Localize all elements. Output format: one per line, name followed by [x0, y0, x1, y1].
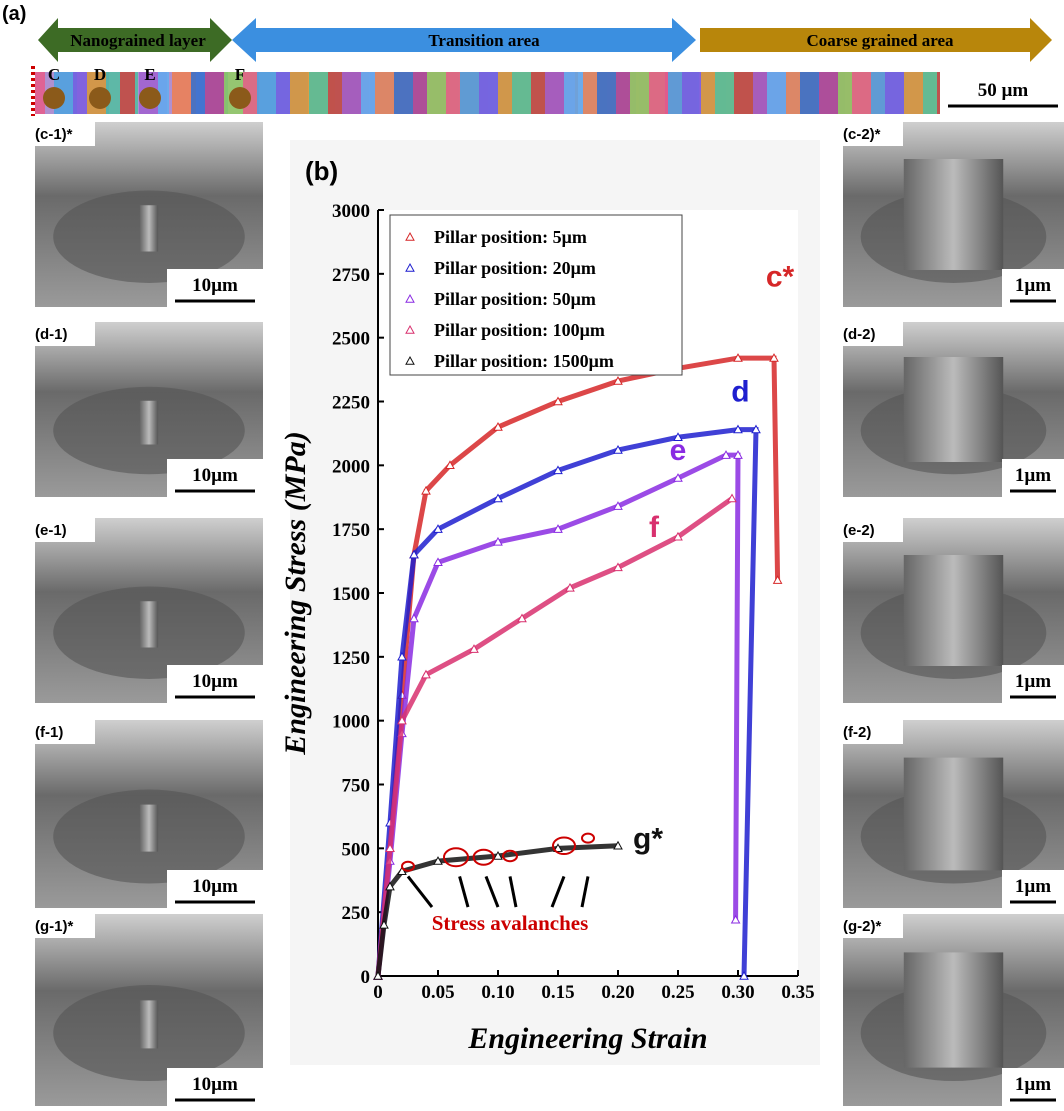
y-tick-label: 0: [361, 967, 371, 988]
pillar: [904, 357, 1003, 462]
x-axis-title: Engineering Strain: [467, 1022, 707, 1055]
image-label: (c-1)*: [35, 126, 73, 143]
curve-label: e: [670, 434, 687, 467]
sem-image: (c-1)* 10µm: [33, 122, 263, 307]
legend-label: Pillar position: 50μm: [434, 289, 596, 309]
point-label: F: [235, 65, 245, 84]
y-axis-title: Engineering Stress (MPa): [279, 431, 312, 755]
pillar: [904, 159, 1003, 270]
x-tick-label: 0.25: [661, 982, 694, 1003]
region-label: Transition area: [428, 31, 540, 50]
curve-label: g*: [633, 822, 663, 855]
point: [229, 87, 251, 109]
panel-label: (a): [2, 3, 26, 25]
pillar: [140, 205, 158, 251]
sem-image: (d-2) 1µm: [841, 322, 1064, 497]
sem-image: (e-2) 1µm: [841, 518, 1064, 703]
point: [139, 87, 161, 109]
curve-label: f: [649, 511, 660, 544]
scale-label: 1µm: [1015, 876, 1051, 897]
y-tick-label: 2250: [332, 393, 370, 414]
image-label: (f-2): [843, 724, 871, 741]
ebsd-map: C D E F 50 µm: [33, 65, 1064, 116]
sem-image: (d-1) 10µm: [33, 322, 263, 497]
scale-label: 1µm: [1015, 1074, 1051, 1095]
scale-label: 10µm: [192, 465, 238, 486]
sem-image: (c-2)* 1µm: [841, 122, 1064, 307]
x-tick-label: 0: [373, 982, 383, 1003]
image-label: (f-1): [35, 724, 63, 741]
region-label: Coarse grained area: [807, 31, 954, 50]
legend-label: Pillar position: 100μm: [434, 320, 605, 340]
grain: [35, 72, 45, 114]
x-tick-label: 0.15: [541, 982, 574, 1003]
legend-label: Pillar position: 20μm: [434, 258, 596, 278]
scale-label: 10µm: [192, 876, 238, 897]
sem-image: (e-1) 10µm: [33, 518, 263, 703]
sem-image: (f-1) 10µm: [33, 720, 263, 908]
grain: [120, 72, 135, 114]
image-label: (e-2): [843, 522, 875, 539]
point: [43, 87, 65, 109]
y-tick-label: 3000: [332, 201, 370, 222]
image-label: (g-2)*: [843, 918, 881, 935]
sem-image: (f-2) 1µm: [841, 720, 1064, 908]
image-label: (c-2)*: [843, 126, 881, 143]
point-label: E: [144, 65, 155, 84]
chart: (b) 0 250 500 750 1000 1250 1500 1750 2000 2250 250…: [279, 140, 820, 1065]
scale-label: 10µm: [192, 671, 238, 692]
x-tick-label: 0.20: [601, 982, 634, 1003]
y-tick-label: 1750: [332, 520, 370, 541]
x-tick-label: 0.10: [481, 982, 514, 1003]
scale-label: 10µm: [192, 1074, 238, 1095]
image-label: (d-2): [843, 326, 876, 343]
scale-label: 1µm: [1015, 465, 1051, 486]
y-tick-label: 750: [342, 776, 371, 797]
y-tick-label: 2750: [332, 265, 370, 286]
point-label: D: [94, 65, 106, 84]
pillar: [904, 952, 1003, 1067]
y-tick-label: 2500: [332, 329, 370, 350]
pillar: [140, 1000, 158, 1048]
image-label: (g-1)*: [35, 918, 73, 935]
y-tick-label: 500: [342, 839, 371, 860]
pillar: [140, 401, 158, 445]
legend-label: Pillar position: 1500μm: [434, 351, 614, 371]
pillar: [140, 601, 158, 647]
curve-label: c*: [766, 261, 795, 294]
image-label: (e-1): [35, 522, 67, 539]
sem-image: (g-2)* 1µm: [841, 914, 1064, 1106]
scale-label: 10µm: [192, 275, 238, 296]
point-label: C: [48, 65, 60, 84]
x-tick-label: 0.30: [721, 982, 754, 1003]
image-label: (d-1): [35, 326, 68, 343]
sem-image: (g-1)* 10µm: [33, 914, 263, 1106]
panel-label: (b): [305, 156, 338, 186]
scale-label: 50 µm: [978, 80, 1029, 101]
legend-label: Pillar position: 5μm: [434, 227, 587, 247]
x-tick-label: 0.05: [421, 982, 454, 1003]
point: [89, 87, 111, 109]
pillar: [904, 555, 1003, 666]
y-tick-label: 1500: [332, 584, 370, 605]
scale-label: 1µm: [1015, 275, 1051, 296]
region-label: Nanograined layer: [70, 31, 206, 50]
pillar: [140, 805, 158, 852]
y-tick-label: 1000: [332, 712, 370, 733]
grain: [205, 72, 225, 114]
y-tick-label: 250: [342, 903, 371, 924]
curve-label: d: [731, 376, 749, 409]
y-tick-label: 2000: [332, 456, 370, 477]
x-tick-label: 0.35: [781, 982, 814, 1003]
annotation: Stress avalanches: [432, 911, 589, 935]
scale-label: 1µm: [1015, 671, 1051, 692]
pillar: [904, 758, 1003, 871]
figure: (a) Nanograined layer Transition area Co…: [0, 0, 1064, 1111]
y-tick-label: 1250: [332, 648, 370, 669]
